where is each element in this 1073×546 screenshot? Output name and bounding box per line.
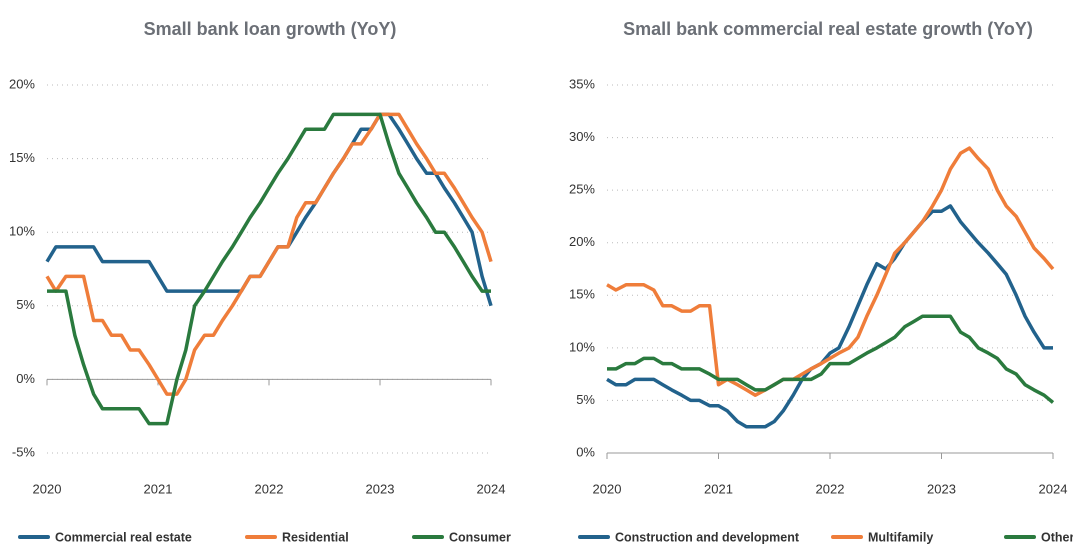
chart-title: Small bank loan growth (YoY) [144,19,397,39]
y-tick-label: 15% [9,150,35,165]
legend-label: Multifamily [868,530,933,544]
y-tick-label: 0% [576,444,595,459]
y-tick-label: 10% [9,224,35,239]
x-tick-label: 2020 [33,481,62,496]
x-tick-label: 2020 [593,481,622,496]
y-tick-label: 20% [569,234,595,249]
series-line [47,112,491,426]
y-tick-label: 15% [569,287,595,302]
series-line [607,314,1055,404]
series-line [606,146,1055,397]
y-tick-label: 10% [569,339,595,354]
y-tick-label: 20% [9,76,35,91]
legend-label: Other CRE [1041,530,1073,544]
x-tick-label: 2024 [477,481,506,496]
y-tick-label: 30% [569,129,595,144]
y-tick-label: 35% [569,76,595,91]
x-tick-label: 2021 [704,481,733,496]
y-tick-label: 0% [16,371,35,386]
legend-label: Residential [282,530,349,544]
x-tick-label: 2022 [816,481,845,496]
y-tick-label: -5% [12,444,36,459]
x-tick-label: 2023 [366,481,395,496]
y-tick-label: 5% [16,297,35,312]
x-tick-label: 2024 [1039,481,1068,496]
series-line [45,112,493,396]
legend-label: Construction and development [615,530,800,544]
y-tick-label: 5% [576,392,595,407]
y-tick-label: 25% [569,182,595,197]
x-tick-label: 2022 [255,481,284,496]
legend-label: Consumer [449,530,511,544]
x-tick-label: 2023 [927,481,956,496]
x-tick-label: 2021 [144,481,173,496]
chart-title: Small bank commercial real estate growth… [623,19,1033,39]
series-line [45,112,493,307]
legend-label: Commercial real estate [55,530,192,544]
series-line [606,204,1053,429]
